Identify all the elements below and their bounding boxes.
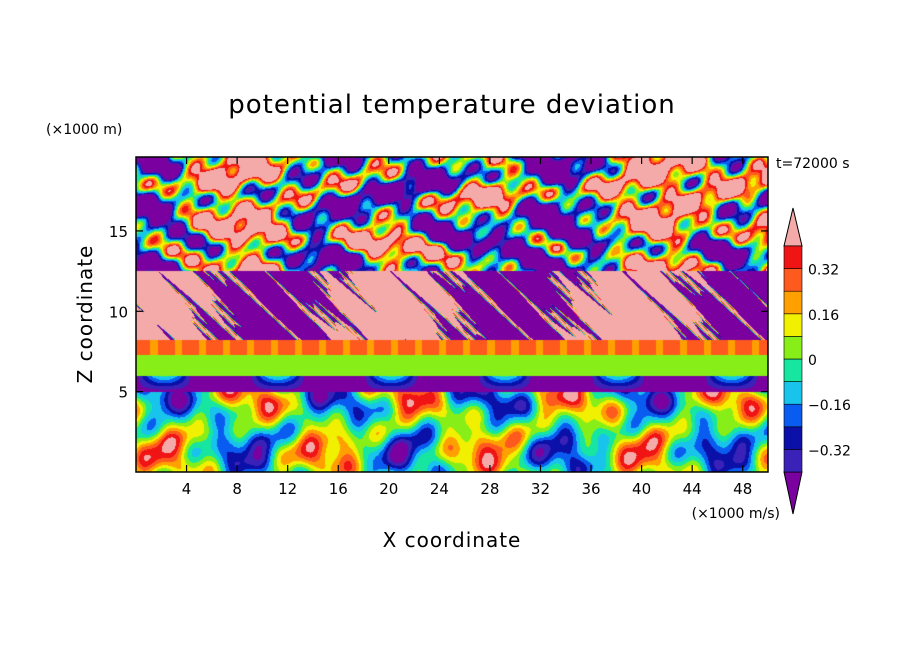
colorbar-segment — [783, 381, 803, 405]
x-tick-label: 4 — [182, 480, 192, 498]
plot-frame — [135, 156, 769, 473]
x-axis-label: X coordinate — [383, 528, 522, 552]
colorbar-segment — [783, 336, 803, 360]
x-tick-label: 12 — [278, 480, 297, 498]
x-tick-label: 16 — [329, 480, 348, 498]
y-axis: 5 10 15 — [109, 223, 768, 402]
colorbar-label: 0 — [808, 353, 817, 369]
y-tick-label: 10 — [109, 303, 128, 321]
x-unit-label: (×1000 m/s) — [692, 506, 780, 522]
contour-field — [136, 157, 768, 472]
x-tick-label: 36 — [581, 480, 600, 498]
y-tick-label: 15 — [109, 223, 128, 241]
colorbar-label: −0.16 — [808, 398, 851, 414]
colorbar-top-arrow — [783, 207, 803, 247]
x-tick-label: 20 — [379, 480, 398, 498]
colorbar-bottom-arrow — [783, 471, 803, 515]
x-tick-label: 8 — [232, 480, 242, 498]
x-tick-label: 40 — [632, 480, 651, 498]
colorbar-label: 0.16 — [808, 308, 839, 324]
y-unit-label: (×1000 m) — [46, 122, 122, 138]
x-tick-label: 44 — [683, 480, 702, 498]
contour-image — [136, 157, 768, 472]
x-tick-label: 24 — [430, 480, 449, 498]
colorbar-segment — [783, 313, 803, 337]
colorbar-segment — [783, 426, 803, 450]
y-axis-label: Z coordinate — [73, 245, 97, 384]
time-label: t=72000 s — [776, 156, 850, 172]
colorbar-segment — [783, 290, 803, 315]
colorbar-label: 0.32 — [808, 263, 839, 279]
x-tick-label: 48 — [733, 480, 752, 498]
colorbar-segment — [783, 449, 803, 473]
colorbar-segment — [783, 245, 803, 269]
x-axis: 4 8 12 16 20 24 28 32 36 40 44 48 — [182, 157, 752, 498]
y-tick-label: 5 — [118, 384, 128, 402]
chart-title: potential temperature deviation — [228, 90, 675, 120]
x-tick-label: 32 — [531, 480, 550, 498]
colorbar-segment — [783, 403, 803, 428]
colorbar-segment — [783, 358, 803, 382]
x-tick-label: 28 — [480, 480, 499, 498]
colorbar: 0.32 0.16 0 −0.16 −0.32 — [783, 207, 851, 515]
colorbar-label: −0.32 — [808, 443, 851, 459]
colorbar-segment — [783, 268, 803, 292]
